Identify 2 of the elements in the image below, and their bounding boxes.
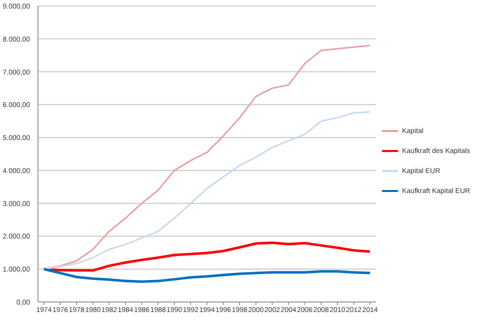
line-series	[42, 268, 372, 283]
line-series	[43, 111, 371, 270]
